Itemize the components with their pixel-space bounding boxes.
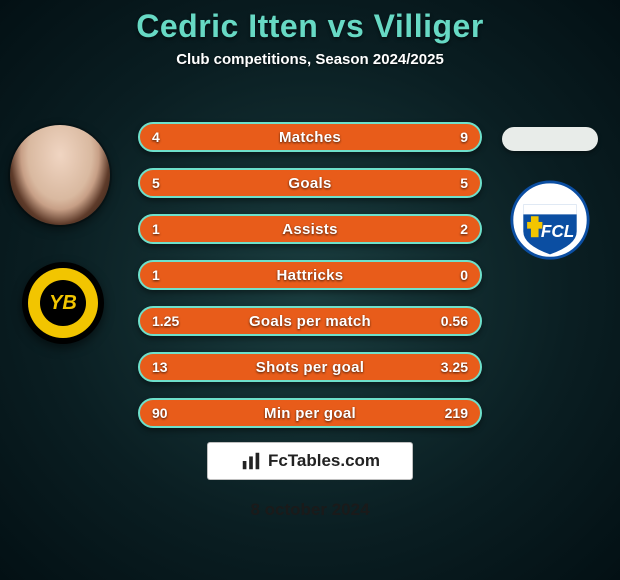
stat-left-value: 1 [152,221,160,237]
fcl-badge-icon: FCL [502,180,598,262]
brand-box[interactable]: FcTables.com [207,442,413,480]
stat-left-value: 13 [152,359,168,375]
stat-label: Assists [282,221,337,238]
brand-text: FcTables.com [268,451,380,471]
stat-bars: 4 Matches 9 5 Goals 5 1 Assists 2 1 Hatt… [138,122,482,444]
stat-bar-min-per-goal: 90 Min per goal 219 [138,398,482,428]
stat-left-value: 1.25 [152,313,179,329]
team-badge-left: YB [22,262,104,344]
stat-bar-assists: 1 Assists 2 [138,214,482,244]
stat-right-value: 0 [460,267,468,283]
chart-icon [240,450,262,472]
stat-right-value: 5 [460,175,468,191]
stat-label: Hattricks [277,267,344,284]
date-text: 8 october 2024 [0,500,620,520]
team-badge-left-text: YB [40,280,86,326]
player-photo-left [10,125,110,225]
page-subtitle: Club competitions, Season 2024/2025 [0,51,620,68]
team-badge-right: FCL [502,180,598,262]
svg-text:FCL: FCL [541,221,574,241]
team-badge-left-ring: YB [28,268,98,338]
stat-left-value: 90 [152,405,168,421]
stat-left-value: 5 [152,175,160,191]
stat-bar-goals-per-match: 1.25 Goals per match 0.56 [138,306,482,336]
stat-label: Matches [279,129,341,146]
stat-bar-matches: 4 Matches 9 [138,122,482,152]
player-placeholder-right [502,127,598,151]
stat-right-value: 219 [445,405,468,421]
stat-bar-hattricks: 1 Hattricks 0 [138,260,482,290]
stat-label: Min per goal [264,405,356,422]
stat-right-value: 2 [460,221,468,237]
stat-label: Goals per match [249,313,371,330]
stat-left-value: 1 [152,267,160,283]
content: Cedric Itten vs Villiger Club competitio… [0,0,620,580]
page-title: Cedric Itten vs Villiger [0,0,620,45]
stat-label: Shots per goal [256,359,364,376]
stat-bar-shots-per-goal: 13 Shots per goal 3.25 [138,352,482,382]
stat-label: Goals [288,175,331,192]
stat-right-value: 3.25 [441,359,468,375]
stat-right-value: 9 [460,129,468,145]
stat-bar-goals: 5 Goals 5 [138,168,482,198]
stat-right-value: 0.56 [441,313,468,329]
stat-left-value: 4 [152,129,160,145]
